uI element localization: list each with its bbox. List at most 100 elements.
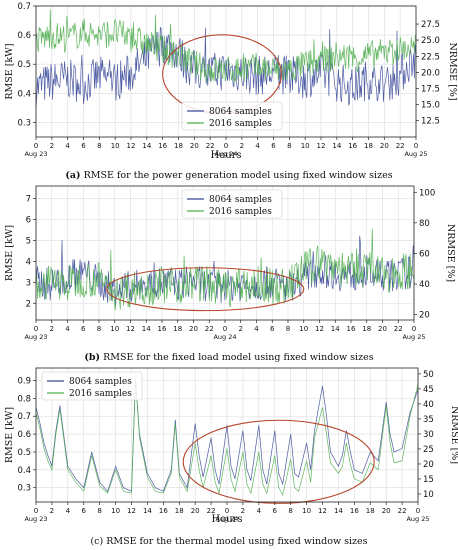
panel-a: 0.3 0.4 0.5 0.6 0.7 12.5 15.0 17.5 20.0 22.5 25.0 2… [4, 2, 458, 161]
x-axis-title: Hours [210, 150, 241, 161]
y2-tick-label: 50 [423, 370, 434, 380]
x-tick-label: 2 [240, 142, 244, 150]
x-tick-label: 14 [142, 142, 151, 150]
y-tick-label: 7 [26, 195, 31, 205]
y-tick-label: 0.7 [17, 2, 31, 12]
y2-tick-label: 60 [419, 249, 430, 259]
x-tick-label: 2 [241, 507, 245, 515]
x-tick-label: 6 [82, 507, 87, 515]
caption-a: (a) RMSE for the power generation model … [0, 170, 458, 181]
y2-tick-label: 15 [423, 475, 434, 485]
y-tick-label: 0.6 [17, 430, 31, 440]
y-tick-label: 0.9 [17, 377, 31, 387]
y-tick-label: 0.7 [17, 412, 31, 422]
x-tick-label: 14 [331, 325, 340, 333]
y2-tick-label: 20 [423, 460, 434, 470]
x-tick-label: 14 [334, 507, 343, 515]
y-tick-label: 5 [26, 236, 31, 246]
x-tick-label: 14 [143, 507, 152, 515]
x-tick-label: 8 [97, 325, 101, 333]
y-tick-label: 0.5 [17, 60, 31, 70]
y-tick-label: 0.8 [17, 394, 31, 404]
x-tick-label: 10 [110, 325, 119, 333]
x-tick-label: 6 [270, 325, 275, 333]
legend-box [181, 189, 283, 219]
x-tick-label: 2 [239, 325, 243, 333]
x-tick-label: 8 [287, 142, 291, 150]
x-tick-label: 10 [302, 507, 311, 515]
y2-tick-label: 20 [419, 311, 430, 321]
x-tick-label: 4 [66, 507, 71, 515]
caption-c: (c) RMSE for the thermal model using fix… [0, 536, 458, 547]
y2-tick-label: 25 [423, 445, 434, 455]
x-tick-label: 18 [362, 325, 371, 333]
caption-c-text: RMSE for the thermal model using fixed w… [106, 536, 368, 547]
x-tick-label: 4 [65, 325, 70, 333]
y2-tick-label: 25.0 [421, 36, 440, 46]
x-tick-label: 6 [81, 325, 86, 333]
x-tick-label: 6 [271, 142, 276, 150]
caption-b-prefix: (b) [84, 352, 101, 363]
x-tick-label: 0 [34, 507, 38, 515]
x-tick-label: 16 [158, 325, 167, 333]
y-tick-label: 0.6 [17, 31, 31, 41]
legend-label-8064: 8064 samples [209, 195, 272, 205]
series-line-8064 [35, 380, 419, 492]
x-tick-label: 12 [127, 507, 136, 515]
panel-c: 0.30.40.50.60.70.80.91015202530354045500… [4, 367, 458, 525]
y-tick-label: 0.4 [17, 89, 31, 99]
x-tick-label: 16 [347, 325, 356, 333]
series-line-2016 [35, 9, 417, 83]
series-line-2016 [35, 228, 415, 311]
y2-tick-label: 27.5 [421, 20, 440, 30]
x-tick-label: 4 [254, 325, 259, 333]
x-tick-label: 10 [111, 142, 120, 150]
caption-c-prefix: (c) [90, 536, 104, 547]
date-label-mid: Aug 24 [215, 515, 238, 523]
y-tick-label: 2 [26, 299, 31, 309]
y2-tick-label: 35 [423, 415, 434, 425]
x-tick-label: 20 [189, 325, 198, 333]
y2-axis-title: NRMSE [%] [449, 406, 458, 464]
date-label-start: Aug 23 [24, 515, 47, 523]
date-label-end: Aug 25 [406, 515, 429, 523]
x-tick-label: 20 [382, 507, 391, 515]
y-tick-label: 0.5 [17, 448, 31, 458]
y-tick-label: 3 [26, 278, 31, 288]
x-tick-label: 2 [50, 142, 54, 150]
highlight-ellipse [106, 267, 305, 312]
x-tick-label: 8 [288, 507, 292, 515]
y2-tick-label: 15.0 [421, 101, 440, 111]
x-tick-label: 16 [350, 507, 359, 515]
caption-a-prefix: (a) [65, 170, 81, 181]
y2-tick-label: 20.0 [421, 68, 440, 78]
series-line-8064 [35, 235, 415, 306]
x-tick-label: 18 [174, 142, 183, 150]
x-tick-label: 10 [301, 142, 310, 150]
y2-tick-label: 80 [419, 219, 430, 229]
y2-tick-label: 12.5 [421, 117, 440, 127]
x-tick-label: 10 [111, 507, 120, 515]
x-tick-label: 18 [366, 507, 375, 515]
series-line-8064 [35, 27, 417, 108]
date-label-end: Aug 25 [404, 150, 427, 158]
date-label-start: Aug 23 [24, 150, 47, 158]
x-tick-label: 14 [142, 325, 151, 333]
legend-label-8064: 8064 samples [69, 377, 132, 387]
y2-tick-label: 30 [423, 430, 434, 440]
y-tick-label: 0.3 [17, 484, 31, 494]
x-tick-label: 12 [317, 142, 326, 150]
x-tick-label: 2 [50, 507, 54, 515]
x-tick-label: 22 [394, 325, 403, 333]
date-label-end: Aug 25 [402, 333, 425, 341]
x-tick-label: 0 [224, 142, 228, 150]
x-tick-label: 4 [65, 142, 70, 150]
x-tick-label: 14 [332, 142, 341, 150]
x-tick-label: 0 [414, 142, 418, 150]
y2-axis-title: NRMSE [%] [445, 224, 456, 282]
y-tick-label: 4 [26, 257, 31, 267]
legend-label-2016: 2016 samples [69, 389, 132, 399]
y-tick-label: 0.3 [17, 118, 31, 128]
y2-tick-label: 45 [423, 385, 434, 395]
